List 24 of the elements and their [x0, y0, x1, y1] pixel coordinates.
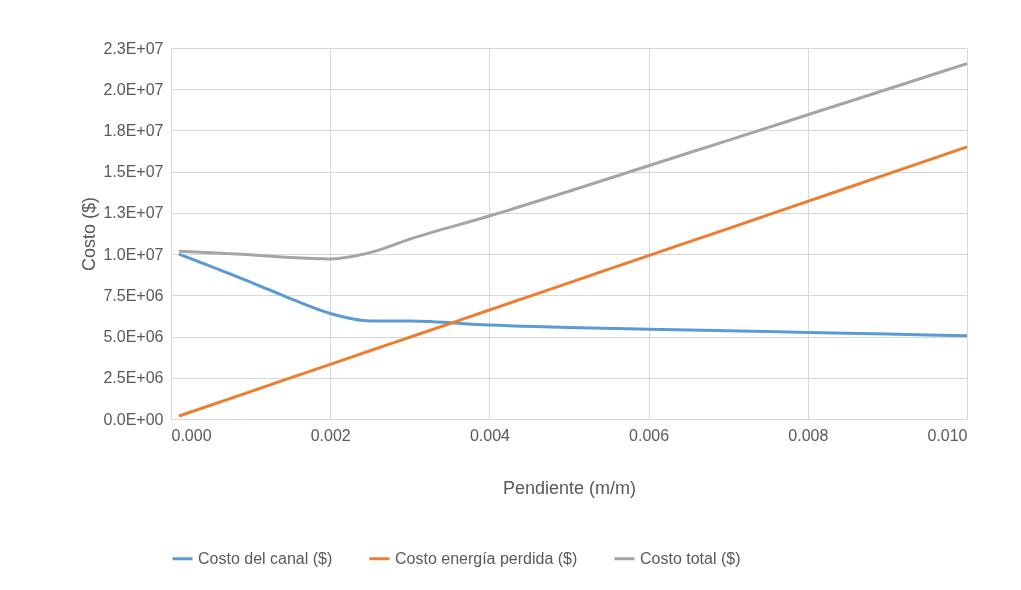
- y-tick-label: 2.5E+06: [103, 369, 164, 387]
- y-tick-label: 7.5E+06: [103, 286, 164, 304]
- x-tick-label: 0.000: [171, 426, 212, 444]
- y-tick-label: 1.3E+07: [103, 204, 164, 222]
- x-tick-label: 0.008: [788, 426, 829, 444]
- y-tick-label: 1.5E+07: [103, 163, 164, 181]
- y-tick-label: 2.0E+07: [103, 80, 164, 98]
- y-tick-label: 0.0E+00: [103, 410, 164, 428]
- y-tick-label: 1.0E+07: [103, 245, 164, 263]
- x-axis-title: Pendiente (m/m): [502, 477, 637, 498]
- line-series: [177, 252, 969, 338]
- legend-label: Costo energía perdida ($): [395, 549, 578, 567]
- x-tick-label: 0.004: [469, 426, 511, 444]
- legend-label: Costo del canal ($): [198, 549, 333, 567]
- x-tick-label: 0.010: [927, 426, 968, 444]
- legend-label: Costo total ($): [640, 549, 741, 567]
- y-tick-label: 2.3E+07: [103, 39, 164, 57]
- y-axis-title: Costo ($): [79, 196, 100, 272]
- line-series: [177, 62, 969, 261]
- line-series: [177, 145, 969, 418]
- x-tick-label: 0.006: [629, 426, 670, 444]
- y-tick-label: 1.8E+07: [103, 121, 164, 139]
- x-tick-label: 0.002: [310, 426, 351, 444]
- y-tick-label: 5.0E+06: [103, 328, 164, 346]
